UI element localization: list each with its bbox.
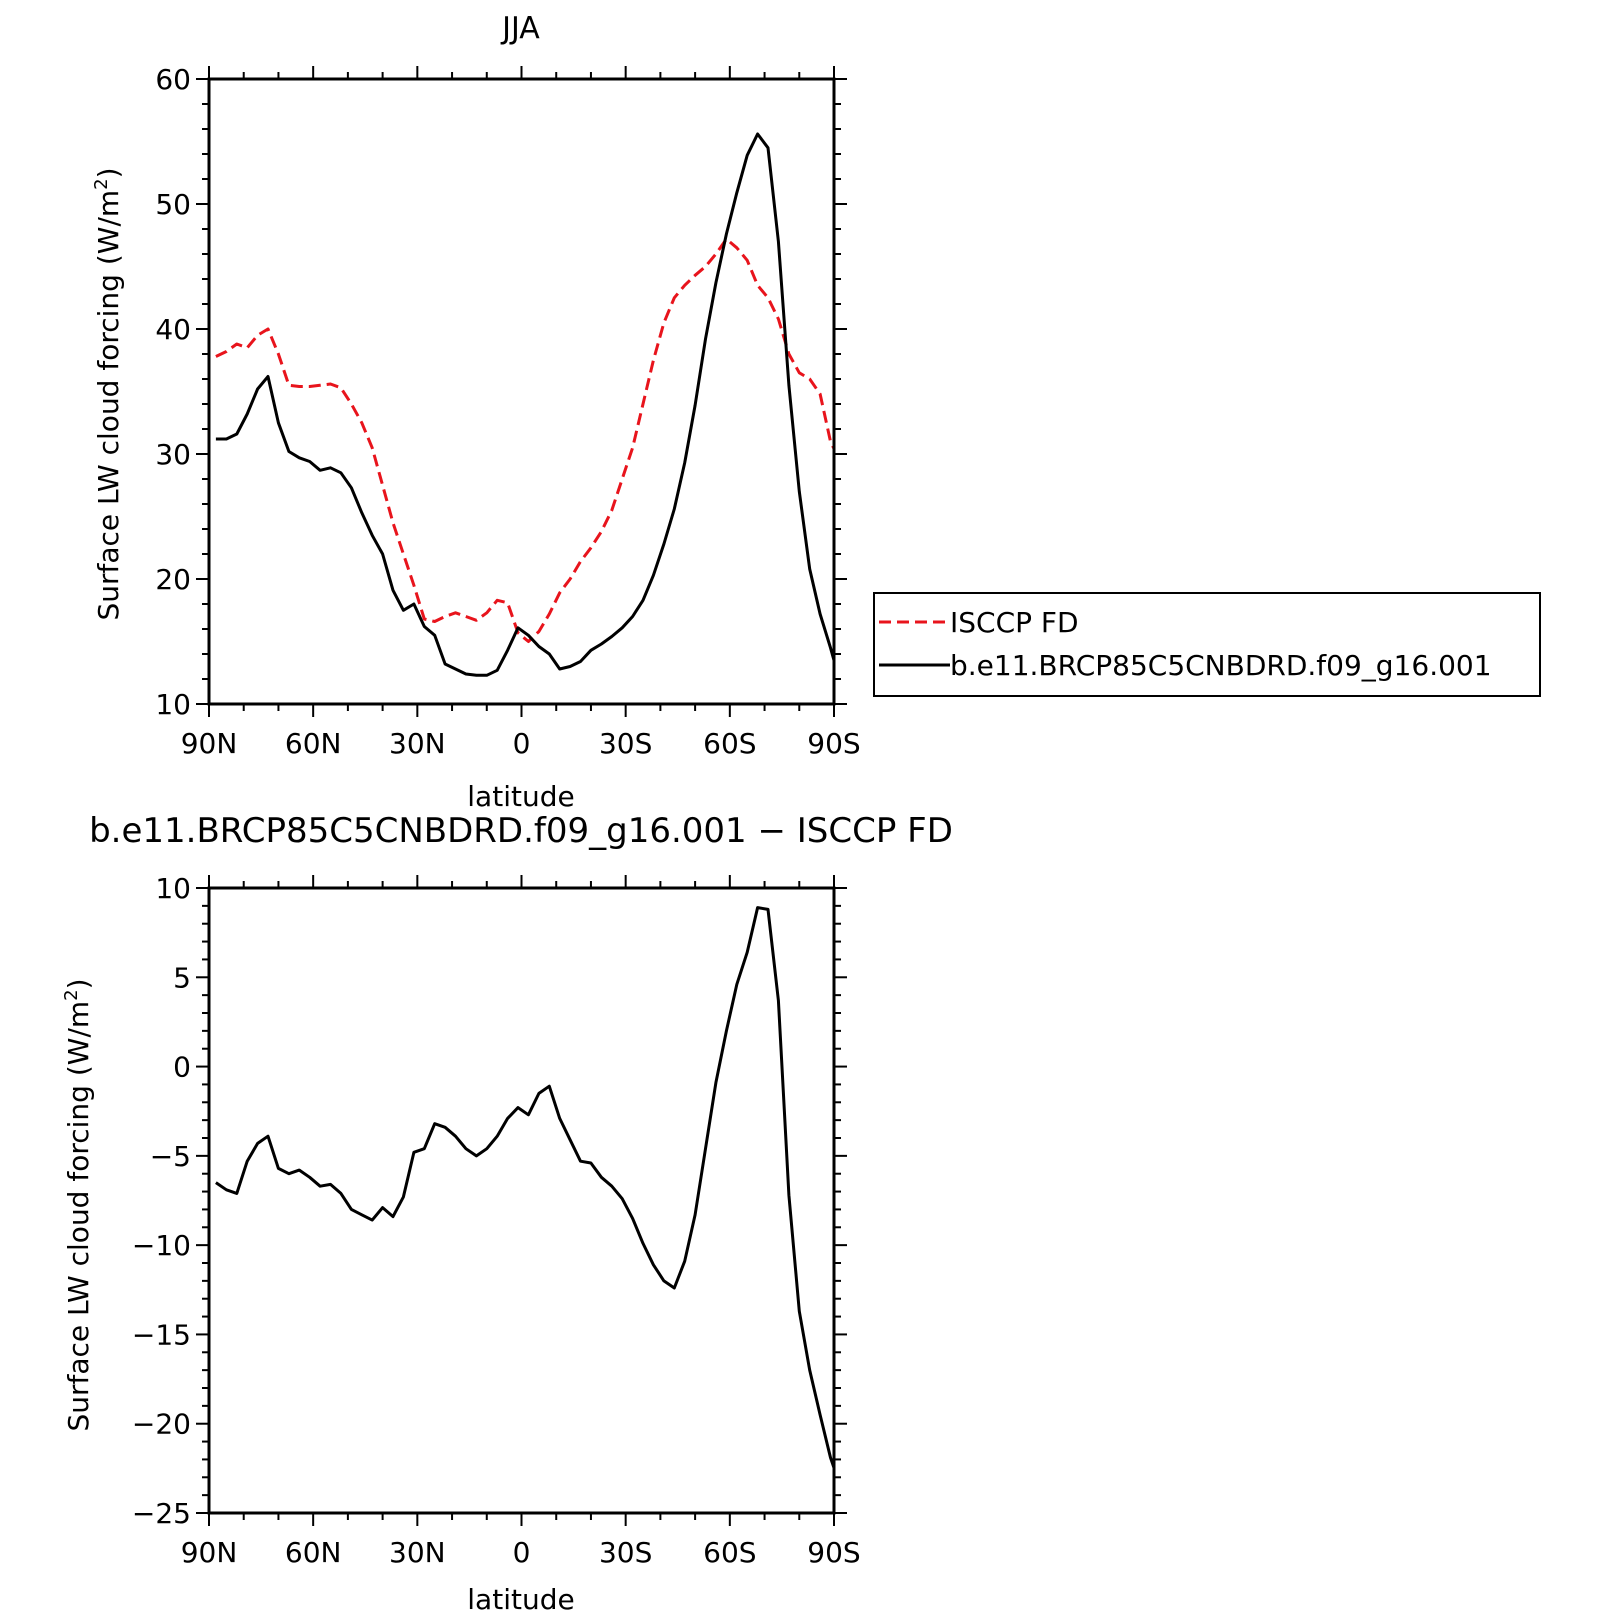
top-x-tick-label: 0 <box>513 727 531 760</box>
bottom-y-tick-label: −5 <box>150 1140 191 1173</box>
top-chart-x-axis-label: latitude <box>467 780 574 813</box>
bottom-ylabel-close: ) <box>62 978 95 989</box>
bottom-y-tick-label: 5 <box>173 961 191 994</box>
top-y-tick-label: 60 <box>155 63 191 96</box>
bottom-x-tick-label: 60S <box>703 1536 756 1569</box>
bottom-plot-frame <box>207 886 836 1515</box>
top-chart-title: JJA <box>500 11 540 46</box>
top-y-tick-label: 30 <box>155 438 191 471</box>
bottom-plot-area: 90N 60N 30N 0 30S 60S 90S 10 5 0 −5 −10 −15 −20 −25 <box>132 872 861 1569</box>
top-ylabel-close: ) <box>92 167 125 178</box>
top-y-tick-label: 20 <box>155 563 191 596</box>
legend: ISCCP FD b.e11.BRCP85C5CNBDRD.f09_g16.00… <box>873 592 1541 697</box>
bottom-x-tick-label: 0 <box>513 1536 531 1569</box>
top-chart: JJA Surface LW cloud forcing (W/m2) lati… <box>91 11 861 813</box>
top-plot-area: 90N 60N 30N 0 30S 60S 90S 10 20 30 40 50 60 <box>155 63 860 760</box>
bottom-ylabel-text: Surface LW cloud forcing (W/m <box>62 1001 95 1432</box>
top-y-tick-label: 50 <box>155 188 191 221</box>
bottom-x-tick-label: 90S <box>807 1536 860 1569</box>
legend-label-isccp: ISCCP FD <box>950 606 1079 639</box>
top-ylabel-text: Surface LW cloud forcing (W/m <box>92 190 125 621</box>
bottom-x-tick-label: 60N <box>285 1536 342 1569</box>
top-y-tick-label: 40 <box>155 313 191 346</box>
bottom-y-tick-label: −20 <box>132 1408 191 1441</box>
top-x-tick-label: 90N <box>181 727 238 760</box>
bottom-y-tick-label: 0 <box>173 1051 191 1084</box>
bottom-chart-title: b.e11.BRCP85C5CNBDRD.f09_g16.001 − ISCCP… <box>89 811 953 851</box>
top-x-tick-label: 60S <box>703 727 756 760</box>
bottom-y-tick-label: −10 <box>132 1229 191 1262</box>
bottom-ylabel-sup: 2 <box>61 989 82 1000</box>
svg-text:Surface LW cloud forcing (W/m2: Surface LW cloud forcing (W/m2) <box>91 167 125 620</box>
bottom-chart: b.e11.BRCP85C5CNBDRD.f09_g16.001 − ISCCP… <box>61 811 953 1613</box>
bottom-x-tick-label: 30S <box>599 1536 652 1569</box>
bottom-y-tick-label: 10 <box>155 872 191 905</box>
bottom-chart-y-axis-label: Surface LW cloud forcing (W/m2) <box>61 978 95 1431</box>
legend-label-model: b.e11.BRCP85C5CNBDRD.f09_g16.001 <box>950 649 1492 682</box>
bottom-y-tick-label: −15 <box>132 1318 191 1351</box>
top-ylabel-sup: 2 <box>91 178 112 189</box>
bottom-series-line-0 <box>215 906 834 1473</box>
top-x-tick-label: 30N <box>389 727 446 760</box>
top-x-tick-label: 60N <box>285 727 342 760</box>
svg-text:Surface LW cloud forcing (W/m2: Surface LW cloud forcing (W/m2) <box>61 978 95 1431</box>
bottom-x-tick-label: 30N <box>389 1536 446 1569</box>
top-x-tick-label: 30S <box>599 727 652 760</box>
bottom-x-tick-label: 90N <box>181 1536 238 1569</box>
top-plot-frame <box>207 77 836 706</box>
top-series-line-1 <box>215 132 834 677</box>
top-chart-y-axis-label: Surface LW cloud forcing (W/m2) <box>91 167 125 620</box>
top-series-line-0 <box>215 237 834 643</box>
top-y-tick-label: 10 <box>155 688 191 721</box>
legend-box <box>873 592 1541 697</box>
top-x-tick-label: 90S <box>807 727 860 760</box>
bottom-chart-x-axis-label: latitude <box>467 1583 574 1613</box>
bottom-y-tick-label: −25 <box>132 1497 191 1530</box>
